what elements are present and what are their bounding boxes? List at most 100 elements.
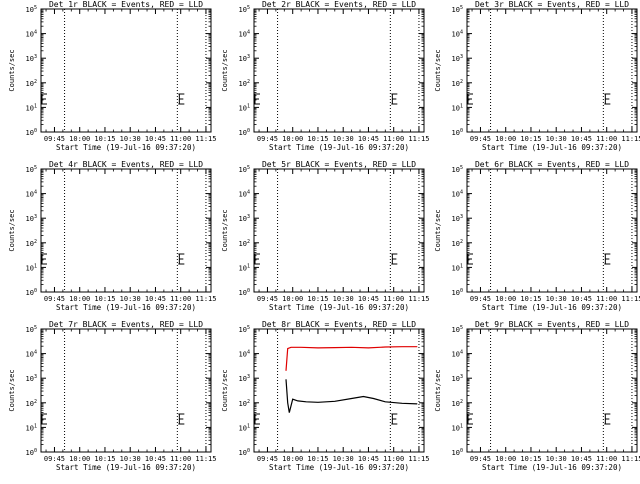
x-tick-label: 10:00 bbox=[282, 295, 303, 303]
count-marker bbox=[254, 253, 260, 265]
detector-panel: Det 9r BLACK = Events, RED = LLD 100 101 10… bbox=[434, 320, 640, 472]
x-tick-label: 10:00 bbox=[282, 135, 303, 143]
count-marker bbox=[604, 93, 611, 105]
x-tick-label: 10:45 bbox=[145, 135, 166, 143]
count-marker bbox=[41, 93, 47, 105]
detector-panel: Det 4r BLACK = Events, RED = LLD 100 101 10… bbox=[8, 160, 216, 312]
x-tick-label: 10:15 bbox=[520, 455, 541, 463]
x-tick-label: 10:00 bbox=[69, 295, 90, 303]
y-tick-label: 100 bbox=[26, 448, 37, 457]
y-axis-label: Counts/sec bbox=[221, 369, 229, 411]
x-tick-label: 09:45 bbox=[257, 295, 278, 303]
y-tick-label: 101 bbox=[26, 103, 37, 112]
y-axis-label: Counts/sec bbox=[434, 369, 442, 411]
y-tick-label: 102 bbox=[26, 399, 37, 408]
y-tick-label: 100 bbox=[239, 288, 250, 297]
panel-title: Det 2r BLACK = Events, RED = LLD bbox=[262, 0, 416, 9]
x-tick-label: 10:15 bbox=[520, 295, 541, 303]
y-axis-label: Counts/sec bbox=[221, 209, 229, 251]
panel-title: Det 6r BLACK = Events, RED = LLD bbox=[475, 160, 629, 169]
count-marker bbox=[41, 413, 47, 425]
y-tick-label: 105 bbox=[452, 165, 463, 174]
x-tick-label: 10:45 bbox=[571, 135, 592, 143]
y-tick-label: 104 bbox=[26, 350, 37, 359]
x-axis-label: Start Time (19-Jul-16 09:37:20) bbox=[482, 143, 622, 152]
x-tick-label: 10:00 bbox=[495, 455, 516, 463]
y-tick-label: 104 bbox=[239, 30, 250, 39]
y-tick-label: 101 bbox=[239, 103, 250, 112]
plot-frame bbox=[40, 328, 212, 453]
y-tick-label: 101 bbox=[239, 423, 250, 432]
x-tick-label: 09:45 bbox=[44, 135, 65, 143]
x-tick-label: 10:00 bbox=[69, 455, 90, 463]
x-tick-label: 10:00 bbox=[282, 455, 303, 463]
y-tick-label: 103 bbox=[452, 54, 463, 63]
plot-frame bbox=[466, 328, 638, 453]
x-tick-label: 11:15 bbox=[408, 135, 429, 143]
x-tick-label: 11:00 bbox=[170, 295, 191, 303]
x-tick-label: 10:15 bbox=[94, 455, 115, 463]
x-tick-label: 10:30 bbox=[333, 135, 354, 143]
x-tick-label: 11:00 bbox=[383, 135, 404, 143]
x-tick-label: 11:15 bbox=[621, 135, 640, 143]
x-tick-label: 10:30 bbox=[333, 295, 354, 303]
x-tick-label: 10:15 bbox=[520, 135, 541, 143]
y-tick-label: 103 bbox=[452, 214, 463, 223]
x-tick-label: 09:45 bbox=[470, 135, 491, 143]
x-tick-label: 11:00 bbox=[596, 135, 617, 143]
y-tick-label: 105 bbox=[239, 325, 250, 334]
x-tick-label: 11:15 bbox=[195, 295, 216, 303]
y-tick-label: 100 bbox=[452, 448, 463, 457]
plot-frame bbox=[40, 168, 212, 293]
count-marker bbox=[467, 253, 473, 265]
x-axis-label: Start Time (19-Jul-16 09:37:20) bbox=[482, 463, 622, 472]
y-tick-label: 105 bbox=[239, 165, 250, 174]
x-tick-label: 10:45 bbox=[571, 295, 592, 303]
x-tick-label: 10:45 bbox=[358, 295, 379, 303]
x-tick-label: 11:15 bbox=[621, 295, 640, 303]
x-tick-label: 10:00 bbox=[495, 135, 516, 143]
y-tick-label: 103 bbox=[26, 214, 37, 223]
panel-title: Det 8r BLACK = Events, RED = LLD bbox=[262, 320, 416, 329]
count-marker bbox=[604, 253, 611, 265]
x-tick-label: 11:00 bbox=[170, 135, 191, 143]
count-marker bbox=[467, 93, 473, 105]
x-tick-label: 09:45 bbox=[470, 295, 491, 303]
y-tick-label: 103 bbox=[239, 54, 250, 63]
y-tick-label: 101 bbox=[26, 423, 37, 432]
y-axis-label: Counts/sec bbox=[221, 49, 229, 91]
y-tick-label: 102 bbox=[452, 79, 463, 88]
y-tick-label: 100 bbox=[26, 128, 37, 137]
x-axis-label: Start Time (19-Jul-16 09:37:20) bbox=[482, 303, 622, 312]
x-tick-label: 10:30 bbox=[333, 455, 354, 463]
x-tick-label: 11:00 bbox=[596, 455, 617, 463]
y-tick-label: 102 bbox=[452, 239, 463, 248]
y-tick-label: 100 bbox=[239, 128, 250, 137]
plot-frame bbox=[466, 8, 638, 133]
y-axis-label: Counts/sec bbox=[8, 49, 16, 91]
x-tick-label: 11:00 bbox=[170, 455, 191, 463]
plot-frame bbox=[40, 8, 212, 133]
y-tick-label: 104 bbox=[239, 190, 250, 199]
x-axis-label: Start Time (19-Jul-16 09:37:20) bbox=[269, 143, 409, 152]
y-tick-label: 104 bbox=[452, 350, 463, 359]
panel-title: Det 9r BLACK = Events, RED = LLD bbox=[475, 320, 629, 329]
y-axis-label: Counts/sec bbox=[8, 209, 16, 251]
detector-panel: Det 3r BLACK = Events, RED = LLD 100 101 10… bbox=[434, 0, 640, 152]
detector-panel: Det 7r BLACK = Events, RED = LLD 100 101 10… bbox=[8, 320, 216, 472]
panel-title: Det 5r BLACK = Events, RED = LLD bbox=[262, 160, 416, 169]
detector-panel: Det 5r BLACK = Events, RED = LLD 100 101 10… bbox=[221, 160, 429, 312]
x-tick-label: 09:45 bbox=[44, 455, 65, 463]
y-tick-label: 102 bbox=[26, 239, 37, 248]
x-tick-label: 10:00 bbox=[495, 295, 516, 303]
y-tick-label: 102 bbox=[452, 399, 463, 408]
x-axis-label: Start Time (19-Jul-16 09:37:20) bbox=[56, 143, 196, 152]
y-tick-label: 102 bbox=[239, 399, 250, 408]
x-tick-label: 11:15 bbox=[408, 295, 429, 303]
x-tick-label: 11:15 bbox=[195, 455, 216, 463]
x-tick-label: 11:15 bbox=[195, 135, 216, 143]
x-axis-label: Start Time (19-Jul-16 09:37:20) bbox=[56, 303, 196, 312]
y-tick-label: 104 bbox=[239, 350, 250, 359]
